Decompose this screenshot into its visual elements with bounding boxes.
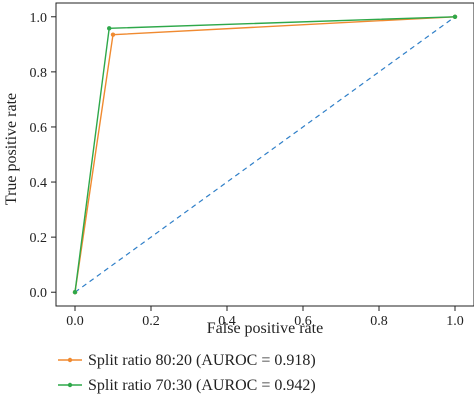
series-layer <box>72 14 458 295</box>
legend-label: Split ratio 80:20 (AUROC = 0.918) <box>88 352 316 369</box>
legend: Split ratio 80:20 (AUROC = 0.918) Split r… <box>58 352 316 394</box>
y-tick-label: 0.4 <box>30 176 48 191</box>
y-axis-ticks: 0.0 0.2 0.4 0.6 0.8 1.0 <box>30 11 56 301</box>
x-tick-label: 0.2 <box>142 314 160 329</box>
x-tick-label: 0.0 <box>66 314 84 329</box>
y-tick-label: 1.0 <box>30 11 48 26</box>
legend-swatch-point <box>67 357 73 363</box>
series-2-point <box>72 290 78 295</box>
y-tick-label: 0.2 <box>30 231 48 246</box>
plot-frame <box>55 2 474 307</box>
legend-label: Split ratio 70:30 (AUROC = 0.942) <box>88 377 316 394</box>
x-tick-label: 1.0 <box>446 314 464 329</box>
reference-line-layer <box>74 16 456 293</box>
x-tick-label: 0.4 <box>218 314 236 329</box>
y-tick-label: 0.8 <box>30 66 48 81</box>
x-tick-label: 0.6 <box>294 314 312 329</box>
series-1-point <box>110 32 116 37</box>
x-axis-title: False positive rate <box>207 320 323 337</box>
y-tick-label: 0.6 <box>30 121 48 136</box>
y-tick-label: 0.0 <box>30 286 48 301</box>
series-2-point <box>107 26 112 31</box>
x-tick-label: 0.8 <box>370 314 388 329</box>
x-axis-ticks: 0.0 0.2 0.4 0.6 0.8 1.0 <box>66 306 464 329</box>
legend-swatch-point <box>67 382 73 388</box>
y-axis-title: True positive rate <box>3 93 20 205</box>
reference-diagonal-line <box>74 16 456 293</box>
series-2-point <box>452 14 458 19</box>
